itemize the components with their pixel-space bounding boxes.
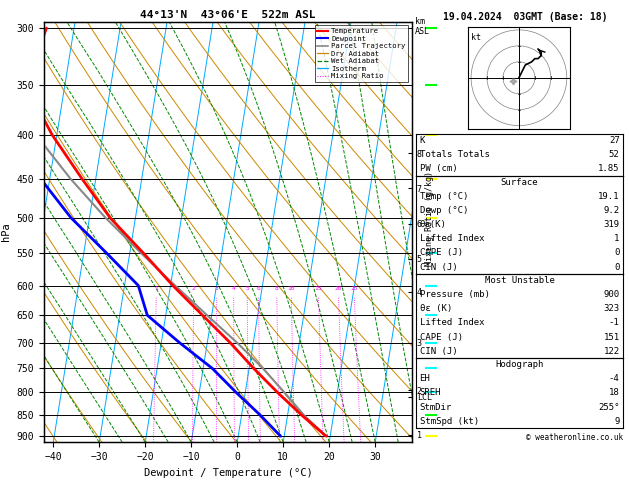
Text: 10: 10 <box>287 286 295 291</box>
Text: Dewp (°C): Dewp (°C) <box>420 206 468 215</box>
Text: θε (K): θε (K) <box>420 304 452 313</box>
Text: Totals Totals: Totals Totals <box>420 150 489 159</box>
Text: 27: 27 <box>609 136 620 145</box>
Text: 2: 2 <box>192 286 196 291</box>
Text: Hodograph: Hodograph <box>496 361 543 369</box>
Text: 255°: 255° <box>598 402 620 412</box>
Text: 0: 0 <box>614 248 620 258</box>
X-axis label: Dewpoint / Temperature (°C): Dewpoint / Temperature (°C) <box>143 468 313 478</box>
Text: StmDir: StmDir <box>420 402 452 412</box>
Text: 9.2: 9.2 <box>603 206 620 215</box>
Text: 1: 1 <box>155 286 159 291</box>
Text: -4: -4 <box>609 374 620 383</box>
Text: 323: 323 <box>603 304 620 313</box>
Text: Lifted Index: Lifted Index <box>420 318 484 328</box>
Text: Pressure (mb): Pressure (mb) <box>420 290 489 299</box>
Text: 9: 9 <box>614 417 620 426</box>
Text: 19.04.2024  03GMT (Base: 18): 19.04.2024 03GMT (Base: 18) <box>443 12 608 22</box>
Text: kt: kt <box>471 33 481 42</box>
Text: Mixing Ratio (g/kg): Mixing Ratio (g/kg) <box>425 171 434 266</box>
Text: Lifted Index: Lifted Index <box>420 234 484 243</box>
Text: Temp (°C): Temp (°C) <box>420 192 468 201</box>
Text: 151: 151 <box>603 332 620 342</box>
Text: 900: 900 <box>603 290 620 299</box>
Text: PW (cm): PW (cm) <box>420 164 457 174</box>
Text: -1: -1 <box>609 318 620 328</box>
Text: 5: 5 <box>245 286 249 291</box>
Text: θε(K): θε(K) <box>420 220 447 229</box>
Text: 6: 6 <box>257 286 260 291</box>
Text: CIN (J): CIN (J) <box>420 262 457 272</box>
Text: Surface: Surface <box>501 178 538 187</box>
Title: 44°13'N  43°06'E  522m ASL: 44°13'N 43°06'E 522m ASL <box>140 10 316 20</box>
Text: 1.85: 1.85 <box>598 164 620 174</box>
Text: SREH: SREH <box>420 388 441 398</box>
Text: 19.1: 19.1 <box>598 192 620 201</box>
Text: 319: 319 <box>603 220 620 229</box>
Text: 122: 122 <box>603 347 620 356</box>
Text: 3: 3 <box>215 286 219 291</box>
Text: km
ASL: km ASL <box>415 17 430 36</box>
Text: CIN (J): CIN (J) <box>420 347 457 356</box>
Text: 8: 8 <box>275 286 279 291</box>
Legend: Temperature, Dewpoint, Parcel Trajectory, Dry Adiabat, Wet Adiabat, Isotherm, Mi: Temperature, Dewpoint, Parcel Trajectory… <box>314 25 408 82</box>
Text: 0: 0 <box>614 262 620 272</box>
Text: 4: 4 <box>232 286 236 291</box>
Text: 18: 18 <box>609 388 620 398</box>
Text: 25: 25 <box>350 286 358 291</box>
Text: CAPE (J): CAPE (J) <box>420 248 462 258</box>
Y-axis label: hPa: hPa <box>1 223 11 242</box>
Text: StmSpd (kt): StmSpd (kt) <box>420 417 479 426</box>
Text: K: K <box>420 136 425 145</box>
Text: 1: 1 <box>614 234 620 243</box>
Text: EH: EH <box>420 374 430 383</box>
Text: CAPE (J): CAPE (J) <box>420 332 462 342</box>
Text: 52: 52 <box>609 150 620 159</box>
Text: 15: 15 <box>314 286 322 291</box>
Text: Most Unstable: Most Unstable <box>484 277 555 285</box>
Text: 20: 20 <box>335 286 342 291</box>
Text: © weatheronline.co.uk: © weatheronline.co.uk <box>526 433 623 442</box>
